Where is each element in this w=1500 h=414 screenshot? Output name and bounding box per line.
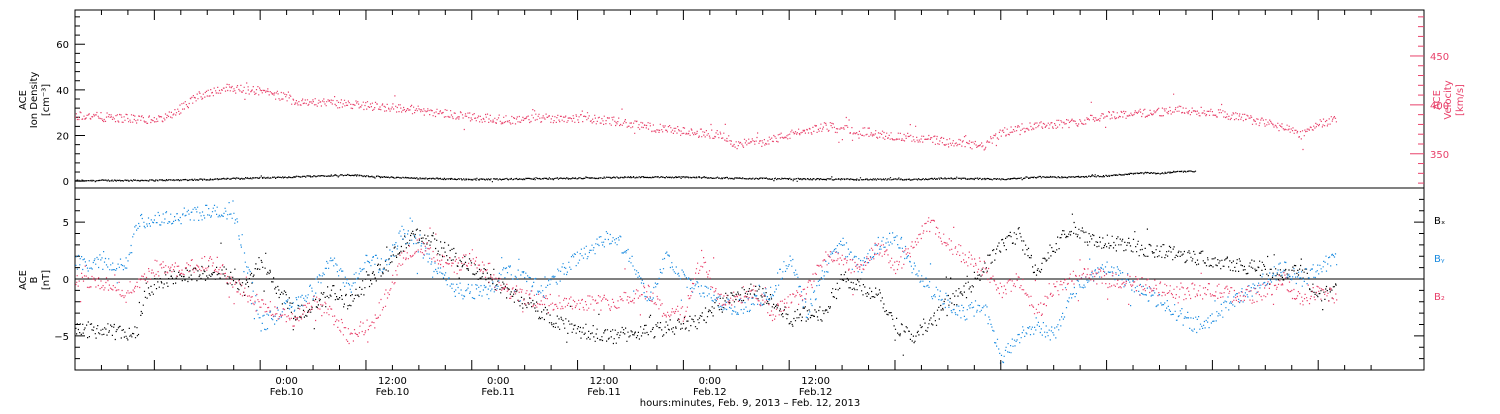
top-right-axis-label: ACE Velocity [km/s] (1432, 80, 1466, 119)
x-date-label: Feb.11 (481, 387, 515, 398)
x-date-label: Feb.12 (799, 387, 833, 398)
top-left-label-line2: Ion Density (29, 72, 40, 129)
bottom-left-label-line2: B (29, 276, 40, 283)
top-left-axis-label: ACE Ion Density [cm⁻³] (18, 72, 52, 129)
bottom-left-label-line3: [nT] (41, 270, 52, 290)
x-date-label: Feb.10 (270, 387, 304, 398)
top-right-label-line1: ACE (1432, 90, 1443, 110)
x-tick-label: 12:00 (801, 376, 830, 387)
right-tick-label: 450 (1430, 52, 1449, 63)
top-left-label-line3: [cm⁻³] (41, 84, 52, 116)
bottom-panel: −5 0 5 (54, 187, 1425, 371)
series-points (75, 213, 1337, 356)
right-tick-label: 400 (1430, 101, 1449, 112)
series-density (75, 170, 1197, 183)
top-left-label-line1: ACE (18, 90, 29, 110)
series-points (75, 170, 1197, 183)
left-tick-label: 60 (56, 40, 69, 51)
legend-bx: Bₓ (1434, 216, 1445, 227)
left-tick-label: 40 (56, 86, 69, 97)
legend-bz: B₂ (1434, 292, 1445, 303)
top-panel: 0 20 40 60 350 400 450 (56, 9, 1449, 189)
x-axis-title: hours:minutes, Feb. 9, 2013 – Feb. 12, 2… (640, 398, 861, 409)
top-right-label-line2: Velocity (1443, 80, 1454, 119)
series-Bz (75, 217, 1338, 345)
right-tick-label: 350 (1430, 150, 1449, 161)
x-tick-label: 12:00 (590, 376, 619, 387)
series-points (75, 217, 1338, 345)
left-tick-label: 0 (63, 177, 69, 188)
series-velocity (75, 82, 1337, 151)
x-axis: 0:00Feb.1012:00Feb.100:00Feb.1112:00Feb.… (100, 10, 1372, 398)
series-points (75, 200, 1338, 364)
bottom-left-axis-label: ACE B [nT] (18, 270, 52, 290)
bottom-left-label-line1: ACE (18, 270, 29, 290)
series-Bx (75, 213, 1337, 356)
x-date-label: Feb.11 (587, 387, 621, 398)
series-By (75, 200, 1338, 364)
legend-by: Bᵧ (1434, 254, 1445, 265)
top-right-label-line3: [km/s] (1455, 84, 1466, 116)
top-panel-frame (74, 9, 1425, 189)
x-date-label: Feb.12 (693, 387, 727, 398)
left-tick-label: 20 (56, 132, 69, 143)
x-tick-label: 0:00 (275, 376, 297, 387)
x-tick-label: 12:00 (378, 376, 407, 387)
x-tick-label: 0:00 (487, 376, 509, 387)
left-tick-label: 0 (63, 275, 69, 286)
x-tick-label: 0:00 (699, 376, 721, 387)
x-date-label: Feb.10 (376, 387, 410, 398)
left-tick-label: −5 (54, 332, 69, 343)
series-points (75, 82, 1337, 151)
left-tick-label: 5 (63, 218, 69, 229)
